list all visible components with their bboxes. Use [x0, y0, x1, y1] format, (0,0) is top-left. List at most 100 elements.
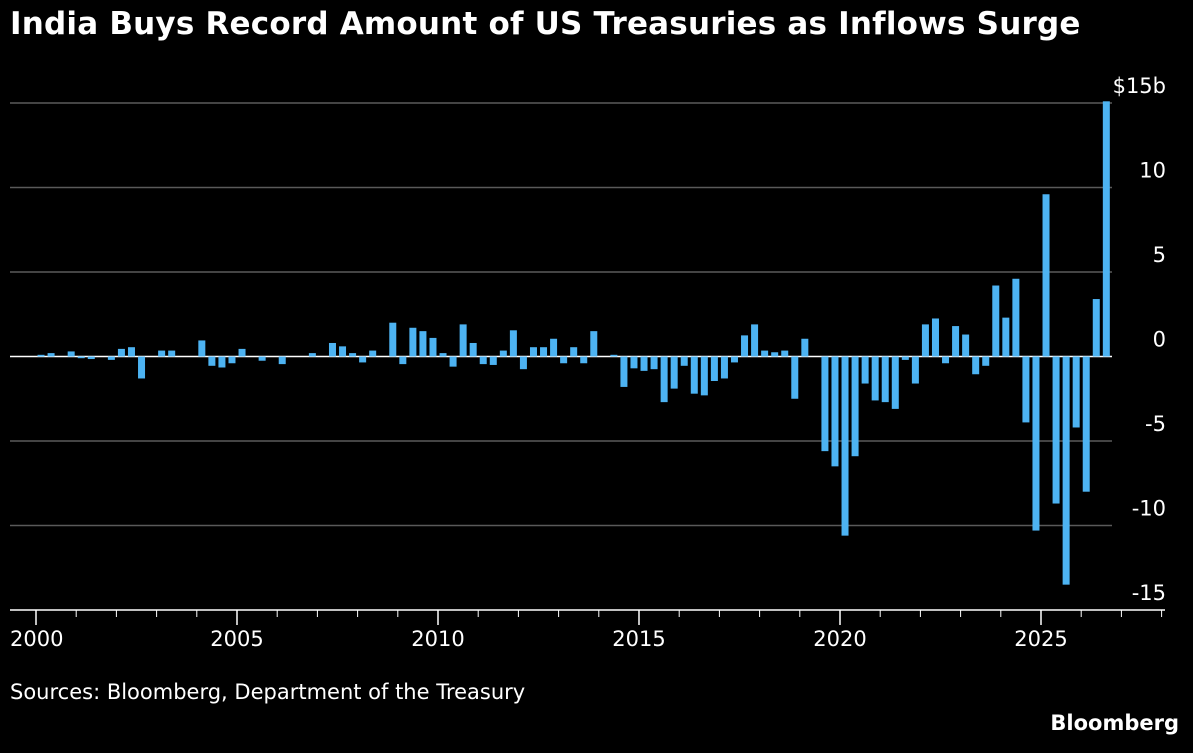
- bar: [660, 356, 668, 403]
- bar: [650, 356, 658, 370]
- bar: [921, 324, 929, 357]
- bar: [690, 356, 698, 394]
- bar: [801, 338, 809, 357]
- bar: [328, 342, 336, 357]
- bar: [791, 356, 799, 399]
- gridlines: [10, 102, 1112, 527]
- bar: [198, 340, 206, 357]
- bar: [730, 356, 738, 363]
- bar: [469, 342, 477, 357]
- bar: [349, 353, 357, 357]
- x-tick-label: 2025: [1014, 627, 1067, 651]
- bar: [942, 356, 950, 364]
- bar: [228, 356, 236, 364]
- bar: [429, 337, 437, 357]
- bar: [720, 356, 728, 379]
- bar: [1042, 194, 1050, 357]
- bar: [550, 338, 558, 357]
- bar: [1002, 317, 1010, 357]
- bar: [208, 356, 216, 366]
- bar: [449, 356, 457, 367]
- source-note: Sources: Bloomberg, Department of the Tr…: [10, 680, 526, 704]
- bar: [459, 324, 467, 357]
- bar: [107, 356, 115, 360]
- bar: [710, 356, 718, 381]
- bar: [901, 356, 909, 360]
- y-tick-label: -5: [1145, 412, 1166, 436]
- bar: [851, 356, 859, 457]
- bar: [409, 327, 417, 357]
- bar: [308, 353, 316, 357]
- bar: [529, 347, 537, 357]
- bar: [258, 356, 266, 361]
- y-tick-label: -10: [1132, 497, 1166, 521]
- bar: [47, 353, 55, 357]
- x-tick-label: 2000: [10, 627, 63, 651]
- bar: [861, 356, 869, 384]
- bar: [489, 356, 497, 365]
- bar: [891, 356, 899, 409]
- bar: [127, 347, 135, 357]
- bar: [339, 346, 347, 357]
- bar: [771, 352, 779, 357]
- bar: [389, 322, 397, 357]
- bar: [1022, 356, 1030, 423]
- bar: [982, 356, 990, 366]
- bar: [911, 356, 919, 384]
- bar: [499, 350, 507, 357]
- y-tick-label: 5: [1153, 243, 1166, 267]
- x-tick-label: 2010: [411, 627, 464, 651]
- bar: [278, 356, 286, 365]
- bar: [519, 356, 527, 370]
- bar: [841, 356, 849, 536]
- x-axis: 2000 2005 2010 2015 2020 2025: [10, 609, 1165, 651]
- bar: [700, 356, 708, 396]
- bar: [741, 335, 749, 357]
- x-tick-label: 2015: [612, 627, 665, 651]
- bar: [1052, 356, 1060, 504]
- bar: [168, 350, 176, 357]
- bloomberg-logo: Bloomberg: [1050, 711, 1179, 735]
- bar: [992, 285, 1000, 357]
- bar: [871, 356, 879, 401]
- bar: [761, 350, 769, 357]
- y-tick-label: 0: [1153, 328, 1166, 352]
- bar: [952, 326, 960, 357]
- bar: [369, 350, 377, 357]
- bar: [972, 356, 980, 375]
- bar: [821, 356, 829, 452]
- bar: [1102, 101, 1110, 357]
- bar: [1092, 299, 1100, 357]
- bar: [1062, 356, 1070, 585]
- bar: [931, 318, 939, 357]
- bar: [1072, 356, 1080, 428]
- bar: [540, 347, 548, 357]
- bar: [831, 356, 839, 467]
- bar: [87, 356, 95, 360]
- bar: [881, 356, 889, 403]
- bar: [590, 331, 598, 357]
- bar: [751, 324, 759, 357]
- bar: [620, 356, 628, 387]
- bar: [580, 356, 588, 364]
- bar: [560, 356, 568, 364]
- bar: [238, 348, 246, 357]
- bar: [630, 356, 638, 369]
- x-tick-label: 2020: [813, 627, 866, 651]
- x-tick-label: 2005: [210, 627, 263, 651]
- y-axis-labels: $15b 10 5 0 -5 -10 -15: [1113, 74, 1166, 605]
- y-tick-label: -15: [1132, 581, 1166, 605]
- bar: [117, 348, 125, 357]
- bar: [1012, 278, 1020, 357]
- chart-title: India Buys Record Amount of US Treasurie…: [10, 6, 1081, 42]
- bar: [670, 356, 678, 389]
- bar: [419, 331, 427, 357]
- bar: [680, 356, 688, 366]
- bar: [158, 350, 166, 357]
- bar: [962, 334, 970, 357]
- bar: [67, 351, 75, 357]
- bar: [479, 356, 487, 365]
- bar: [1082, 356, 1090, 492]
- bar: [570, 347, 578, 357]
